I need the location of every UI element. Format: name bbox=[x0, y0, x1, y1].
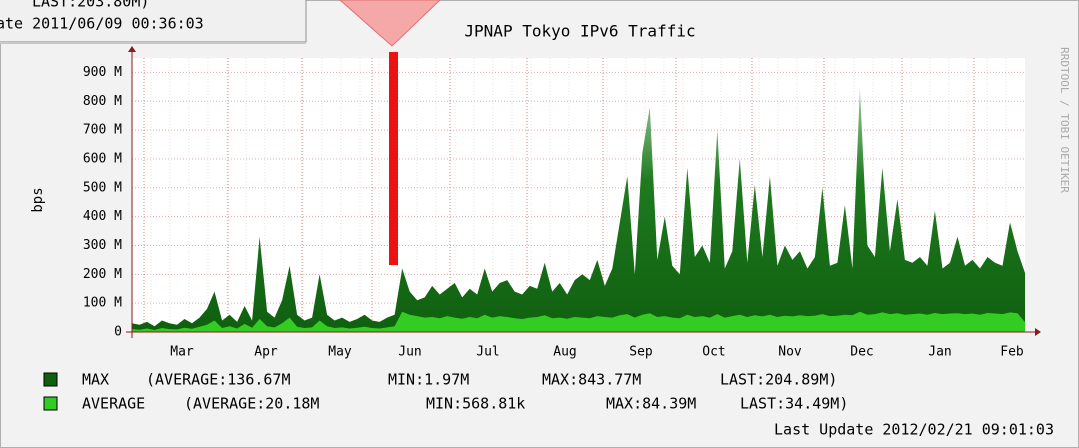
y-tick-label: 0 bbox=[114, 325, 122, 340]
x-tick-label: Apr bbox=[254, 345, 278, 360]
y-tick-label: 900 M bbox=[83, 65, 122, 80]
area bbox=[132, 311, 1025, 332]
y-tick-label: 500 M bbox=[83, 180, 122, 195]
x-tick-label: Jun bbox=[398, 345, 421, 360]
y-tick-label: 100 M bbox=[83, 296, 122, 311]
x-tick-label: Feb bbox=[1000, 345, 1024, 360]
y-tick-label: 600 M bbox=[83, 151, 122, 166]
legend-swatch bbox=[43, 396, 58, 411]
legend-stat: MIN:568.81k bbox=[426, 395, 525, 413]
tooltip-line: ate 2011/06/09 00:36:03 bbox=[0, 15, 204, 33]
legend: MAX (AVERAGE:136.67M MIN:1.97M MAX:843.77M L… bbox=[43, 371, 848, 413]
tooltip-box bbox=[0, 0, 307, 43]
legend-name: AVERAGE bbox=[82, 395, 145, 413]
legend-stat: MAX:843.77M bbox=[542, 371, 641, 389]
x-tick-label: Dec bbox=[850, 345, 873, 360]
axes bbox=[126, 46, 1041, 338]
x-tick-label: Sep bbox=[629, 345, 653, 360]
x-axis-arrow bbox=[1035, 328, 1041, 336]
y-tick-label: 400 M bbox=[83, 209, 122, 224]
x-tick-label: May bbox=[328, 345, 352, 360]
y-tick-label: 300 M bbox=[83, 238, 122, 253]
x-tick-label: Jan bbox=[928, 345, 951, 360]
x-tick-label: Nov bbox=[778, 345, 802, 360]
legend-stat: MAX:84.39M bbox=[606, 395, 696, 413]
area bbox=[132, 88, 1025, 333]
y-tick-label: 700 M bbox=[83, 123, 122, 138]
x-tick-label: Aug bbox=[553, 345, 576, 360]
tooltip: LAST:203.80M) ate 2011/06/09 00:36:03 bbox=[0, 0, 307, 44]
y-tick-label: 200 M bbox=[83, 267, 122, 282]
legend-stat: (AVERAGE:20.18M bbox=[184, 395, 319, 413]
legend-name: MAX bbox=[82, 371, 109, 389]
marker-bar bbox=[389, 52, 398, 265]
x-tick-label: Mar bbox=[170, 345, 194, 360]
y-tick-label: 800 M bbox=[83, 94, 122, 109]
y-axis-arrow bbox=[128, 46, 136, 52]
legend-stat: (AVERAGE:136.67M bbox=[146, 371, 291, 389]
legend-stat: LAST:204.89M) bbox=[720, 371, 837, 389]
x-tick-label: Oct bbox=[702, 345, 725, 360]
chart-title: JPNAP Tokyo IPv6 Traffic bbox=[464, 22, 695, 41]
legend-swatch bbox=[43, 372, 58, 387]
areas bbox=[132, 88, 1025, 333]
last-update: Last Update 2012/02/21 09:01:03 bbox=[774, 421, 1054, 439]
pointer-triangle bbox=[339, 0, 441, 47]
tooltip-line: LAST:203.80M) bbox=[32, 0, 149, 11]
legend-stat: LAST:34.49M) bbox=[740, 395, 848, 413]
x-tick-label: Jul bbox=[476, 345, 499, 360]
y-axis-label: bps bbox=[30, 187, 46, 212]
watermark: RRDTOOL / TOBI OETIKER bbox=[1058, 47, 1071, 193]
legend-stat: MIN:1.97M bbox=[388, 371, 469, 389]
